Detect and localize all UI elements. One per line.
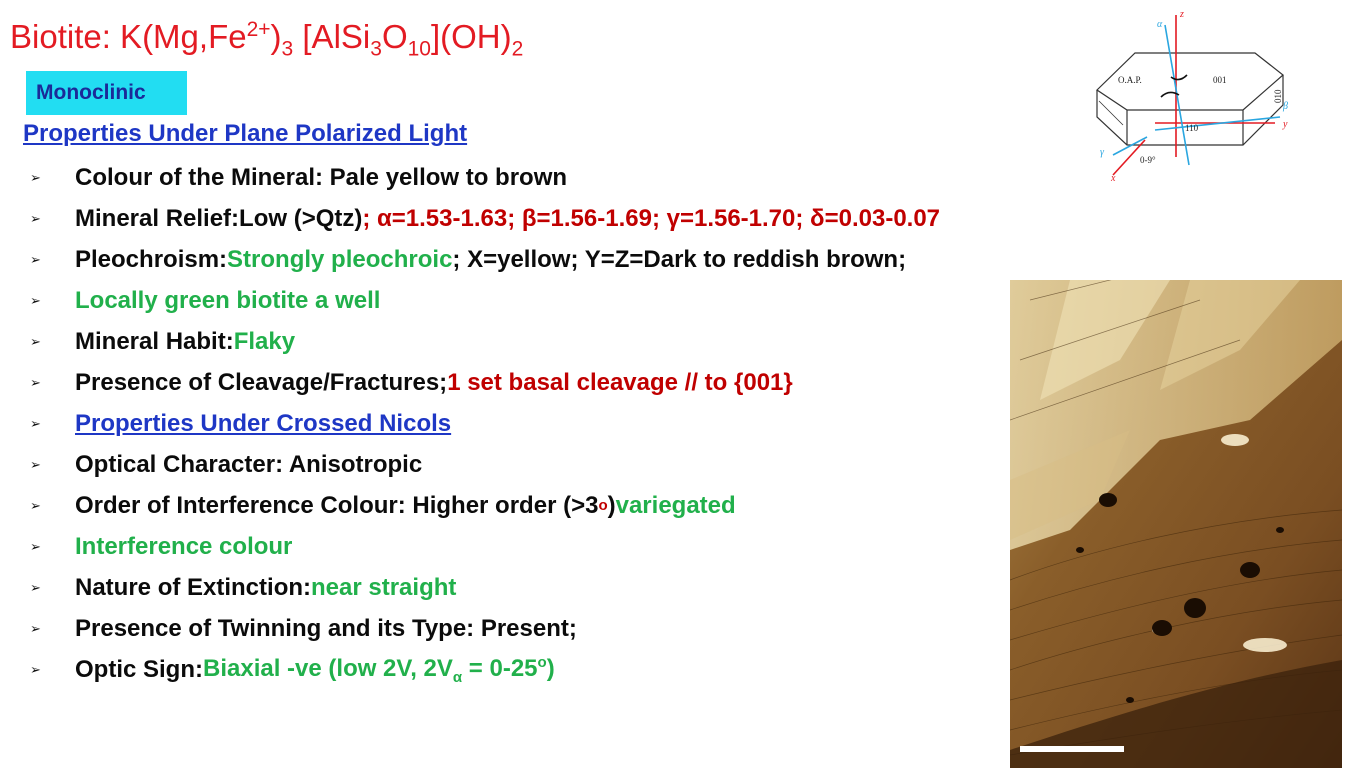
list-item-crossed-nicols-heading: ➢ Properties Under Crossed Nicols — [30, 403, 940, 444]
arrow-bullet-icon: ➢ — [30, 620, 41, 636]
list-item-twinning: ➢ Presence of Twinning and its Type: Pre… — [30, 614, 577, 642]
crystal-orientation-diagram: O.A.P. 001 010 110 0-9° α z β y γ x — [1096, 9, 1288, 184]
arrow-bullet-icon: ➢ — [30, 497, 41, 513]
properties-list: ➢ Colour of the Mineral: Pale yellow to … — [30, 157, 940, 690]
arrow-bullet-icon: ➢ — [30, 333, 41, 349]
arrow-bullet-icon: ➢ — [30, 169, 41, 185]
list-item-pleochroism: ➢ Pleochroism: Strongly pleochroic; X=ye… — [30, 245, 907, 273]
list-item-cleavage: ➢ Presence of Cleavage/Fractures; 1 set … — [30, 368, 793, 396]
arrow-bullet-icon: ➢ — [30, 415, 41, 431]
list-item-interference-order: ➢ Order of Interference Colour: Higher o… — [30, 491, 736, 519]
arrow-bullet-icon: ➢ — [30, 292, 41, 308]
biotite-micrograph-image — [1010, 280, 1342, 768]
axis-x-label: x — [1110, 173, 1116, 184]
arrow-bullet-icon: ➢ — [30, 210, 41, 226]
face-label-oap: O.A.P. — [1118, 75, 1142, 85]
list-item-optical-character: ➢ Optical Character: Anisotropic — [30, 450, 423, 478]
arrow-bullet-icon: ➢ — [30, 251, 41, 267]
arrow-bullet-icon: ➢ — [30, 374, 41, 390]
axis-beta-label: β — [1282, 101, 1288, 112]
slide-title: Biotite: K(Mg,Fe2+)3 [AlSi3O10](OH)2 — [10, 18, 524, 61]
arrow-bullet-icon: ➢ — [30, 661, 41, 677]
arrow-bullet-icon: ➢ — [30, 456, 41, 472]
list-item-colour: ➢ Colour of the Mineral: Pale yellow to … — [30, 163, 568, 191]
list-item-interference-colour: ➢ Interference colour — [30, 532, 293, 560]
list-item-green-biotite: ➢ Locally green biotite a well — [30, 286, 381, 314]
axis-z-label: z — [1179, 9, 1184, 20]
axis-gamma-label: γ — [1100, 147, 1105, 158]
list-item-optic-sign: ➢ Optic Sign: Biaxial -ve (low 2V, 2Vα =… — [30, 653, 555, 686]
face-label-010: 010 — [1273, 89, 1283, 103]
arrow-bullet-icon: ➢ — [30, 538, 41, 554]
scale-bar — [1020, 746, 1124, 752]
list-item-relief: ➢ Mineral Relief:Low (>Qtz); α=1.53-1.63… — [30, 204, 941, 232]
angle-label: 0-9° — [1140, 155, 1156, 165]
axis-y-label: y — [1282, 119, 1288, 130]
arrow-bullet-icon: ➢ — [30, 579, 41, 595]
crystal-system-tag: Monoclinic — [26, 71, 187, 115]
face-label-001: 001 — [1213, 75, 1227, 85]
crossed-nicols-link[interactable]: Properties Under Crossed Nicols — [75, 409, 452, 437]
axis-alpha-label: α — [1157, 19, 1163, 30]
face-label-110: 110 — [1185, 123, 1199, 133]
ppl-heading: Properties Under Plane Polarized Light — [23, 120, 468, 147]
list-item-habit: ➢ Mineral Habit: Flaky — [30, 327, 296, 355]
list-item-extinction: ➢ Nature of Extinction: near straight — [30, 573, 457, 601]
